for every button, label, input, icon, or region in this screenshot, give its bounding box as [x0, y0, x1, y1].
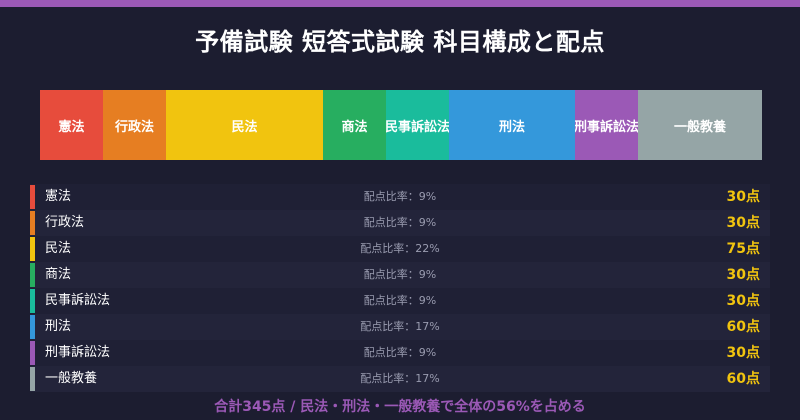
bar-segment-label: 商法 — [341, 119, 368, 135]
subject-ratio: 配点比率：9% — [363, 216, 437, 229]
subject-color-stripe — [30, 315, 35, 339]
table-row: 商法 配点比率：9% 30点 — [30, 262, 770, 288]
subject-ratio: 配点比率：9% — [363, 268, 437, 281]
subject-name: 一般教養 — [45, 371, 98, 386]
subject-score: 30点 — [726, 345, 760, 361]
bar-segment: 刑法 — [449, 90, 575, 160]
bar-segment-label: 民法 — [231, 119, 258, 135]
subject-score: 60点 — [726, 371, 760, 387]
table-row: 憲法 配点比率：9% 30点 — [30, 184, 770, 210]
subject-score: 30点 — [726, 189, 760, 205]
subject-ratio: 配点比率：9% — [363, 294, 437, 307]
table-row: 民事訴訟法 配点比率：9% 30点 — [30, 288, 770, 314]
table-row: 民法 配点比率：22% 75点 — [30, 236, 770, 262]
subject-color-stripe — [30, 289, 35, 313]
bar-segment-label: 憲法 — [58, 119, 85, 135]
subject-score: 60点 — [726, 319, 760, 335]
subject-score: 30点 — [726, 293, 760, 309]
subject-name: 商法 — [45, 267, 72, 282]
subject-name: 刑法 — [45, 319, 72, 334]
subject-score: 75点 — [726, 241, 760, 257]
subject-score-table: 憲法 配点比率：9% 30点 行政法 配点比率：9% 30点 民法 配点比率：2… — [30, 184, 770, 392]
subject-color-stripe — [30, 211, 35, 235]
bar-segment: 刑事訴訟法 — [575, 90, 638, 160]
bar-segment-label: 民事訴訟法 — [386, 119, 449, 135]
table-row: 刑事訴訟法 配点比率：9% 30点 — [30, 340, 770, 366]
bar-segment: 行政法 — [103, 90, 166, 160]
bar-segment: 商法 — [323, 90, 386, 160]
bar-segment: 一般教養 — [638, 90, 762, 160]
bar-segment-label: 一般教養 — [673, 119, 726, 135]
table-row: 行政法 配点比率：9% 30点 — [30, 210, 770, 236]
subject-ratio: 配点比率：9% — [363, 190, 437, 203]
bar-segment-label: 刑事訴訟法 — [575, 119, 638, 135]
subject-ratio: 配点比率：22% — [360, 242, 440, 255]
bar-segment: 民事訴訟法 — [386, 90, 449, 160]
summary-footnote: 合計345点 / 民法・刑法・一般教養で全体の56%を占める — [214, 399, 586, 415]
top-accent-bar — [0, 0, 800, 7]
table-row: 刑法 配点比率：17% 60点 — [30, 314, 770, 340]
subject-color-stripe — [30, 185, 35, 209]
subject-name: 刑事訴訟法 — [45, 345, 111, 360]
bar-segment-label: 刑法 — [498, 119, 525, 135]
subject-name: 行政法 — [45, 215, 85, 230]
subject-name: 民法 — [45, 241, 72, 256]
page-title: 予備試験 短答式試験 科目構成と配点 — [195, 28, 605, 56]
subject-ratio: 配点比率：9% — [363, 346, 437, 359]
subject-score: 30点 — [726, 267, 760, 283]
subject-score: 30点 — [726, 215, 760, 231]
subject-color-stripe — [30, 341, 35, 365]
subject-ratio: 配点比率：17% — [360, 372, 440, 385]
subject-color-stripe — [30, 263, 35, 287]
bar-segment-label: 行政法 — [114, 119, 154, 135]
subject-name: 民事訴訟法 — [45, 293, 111, 308]
stacked-score-bar: 憲法 行政法 民法 商法 民事訴訟法 刑法 刑事訴訟法 一般教養 — [40, 90, 762, 160]
bar-segment: 憲法 — [40, 90, 103, 160]
subject-name: 憲法 — [45, 189, 72, 204]
subject-ratio: 配点比率：17% — [360, 320, 440, 333]
subject-color-stripe — [30, 237, 35, 261]
table-row: 一般教養 配点比率：17% 60点 — [30, 366, 770, 392]
subject-color-stripe — [30, 367, 35, 391]
bar-segment: 民法 — [166, 90, 323, 160]
